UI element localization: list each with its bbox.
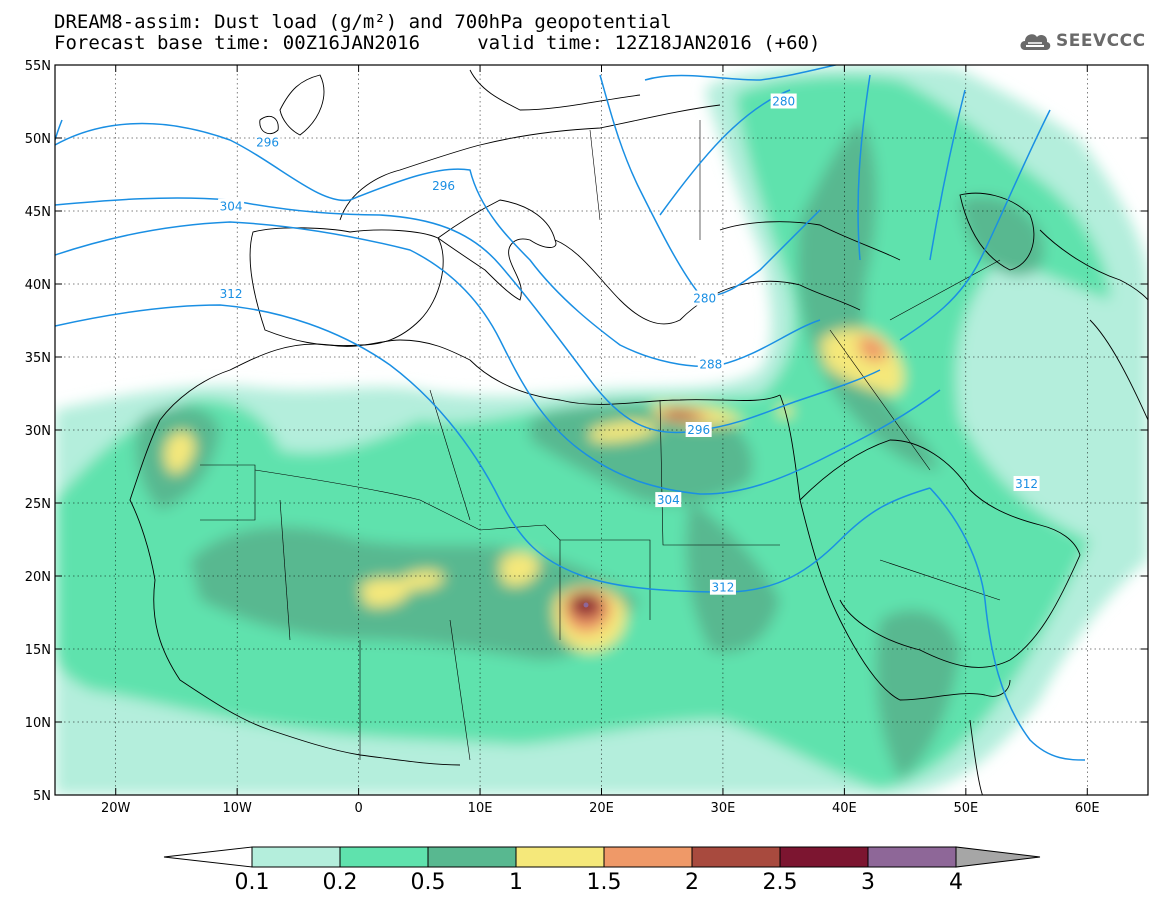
lat-tick-label: 15N [25,643,51,658]
colorbar-label: 1 [509,870,523,895]
lon-tick-label: 20W [101,801,131,816]
svg-text:280: 280 [772,95,795,109]
svg-text:312: 312 [220,287,243,301]
contour-label: 312 [709,579,736,595]
contour-label: 296 [685,422,712,437]
lat-tick-label: 30N [25,424,51,439]
colorbar-swatch [427,846,517,868]
seevccc-logo: SEEVCCC [1018,26,1146,56]
colorbar-label: 2 [685,870,699,895]
lat-tick-label: 10N [25,716,51,731]
svg-text:312: 312 [711,581,734,595]
cloud-icon [1020,34,1051,50]
lon-tick-label: 10W [222,801,252,816]
contour-labels: 280 296 296 304 280 312 288 296 304 312 312 [218,93,1040,595]
lon-tick-label: 30E [711,801,736,816]
contour-label: 304 [655,492,682,508]
lat-tick-label: 20N [25,570,51,585]
lon-tick-label: 0 [354,801,362,816]
lon-tick-label: 60E [1075,801,1100,816]
svg-text:304: 304 [657,493,680,507]
svg-text:312: 312 [1015,477,1038,491]
logo-text: SEEVCCC [1056,31,1146,51]
contour-label: 312 [218,286,245,302]
map-title: DREAM8-assim: Dust load (g/m²) and 700hP… [54,11,672,33]
colorbar-swatch [603,846,693,868]
lat-tick-label: 40N [25,278,51,293]
longitude-axis: 20W 10W 0 10E 20E 30E 40E 50E 60E [101,65,1100,816]
colorbar-max-arrow [955,846,1041,868]
colorbar-label: 0.1 [235,870,270,895]
colorbar-swatch [779,846,869,868]
colorbar-swatch [339,846,429,868]
lon-tick-label: 20E [589,801,614,816]
colorbar-label: 3 [861,870,875,895]
lat-tick-label: 5N [33,789,51,804]
lon-tick-label: 40E [832,801,857,816]
contour-label: 304 [218,198,245,214]
colorbar-label: 4 [949,870,963,895]
lat-tick-label: 35N [25,351,51,366]
country-borders [200,120,1001,761]
contour-label: 296 [430,178,457,194]
latitude-axis: 55N 50N 45N 40N 35N 30N 25N 20N 15N 10N 5N [25,59,1148,804]
lon-tick-label: 50E [953,801,978,816]
colorbar-min-arrow [163,846,253,868]
contour-label: 296 [254,134,281,150]
lat-tick-label: 55N [25,59,51,74]
contour-label: 312 [1013,476,1040,492]
svg-text:296: 296 [256,135,279,149]
colorbar-label: 0.2 [323,870,358,895]
svg-text:280: 280 [693,292,716,306]
svg-text:296: 296 [687,423,710,437]
colorbar-swatch [691,846,781,868]
colorbar-label: 1.5 [587,870,622,895]
lat-tick-label: 50N [25,132,51,147]
contour-label: 280 [691,290,718,306]
svg-text:304: 304 [220,200,243,214]
svg-text:288: 288 [699,357,722,371]
graticule [55,64,1148,796]
colorbar-swatch [515,846,605,868]
svg-text:296: 296 [432,179,455,193]
lon-tick-label: 10E [468,801,493,816]
colorbar-label: 2.5 [763,870,798,895]
map-subtitle: Forecast base time: 00Z16JAN2016 valid t… [54,32,821,54]
colorbar-swatch [867,846,957,868]
colorbar-swatch [251,846,341,868]
contour-label: 288 [697,356,724,372]
colorbar: 0.1 0.2 0.5 1 1.5 2 2.5 3 4 [163,846,1041,895]
contour-label: 280 [770,93,797,109]
lat-tick-label: 45N [25,205,51,220]
lat-tick-label: 25N [25,497,51,512]
colorbar-label: 0.5 [411,870,446,895]
